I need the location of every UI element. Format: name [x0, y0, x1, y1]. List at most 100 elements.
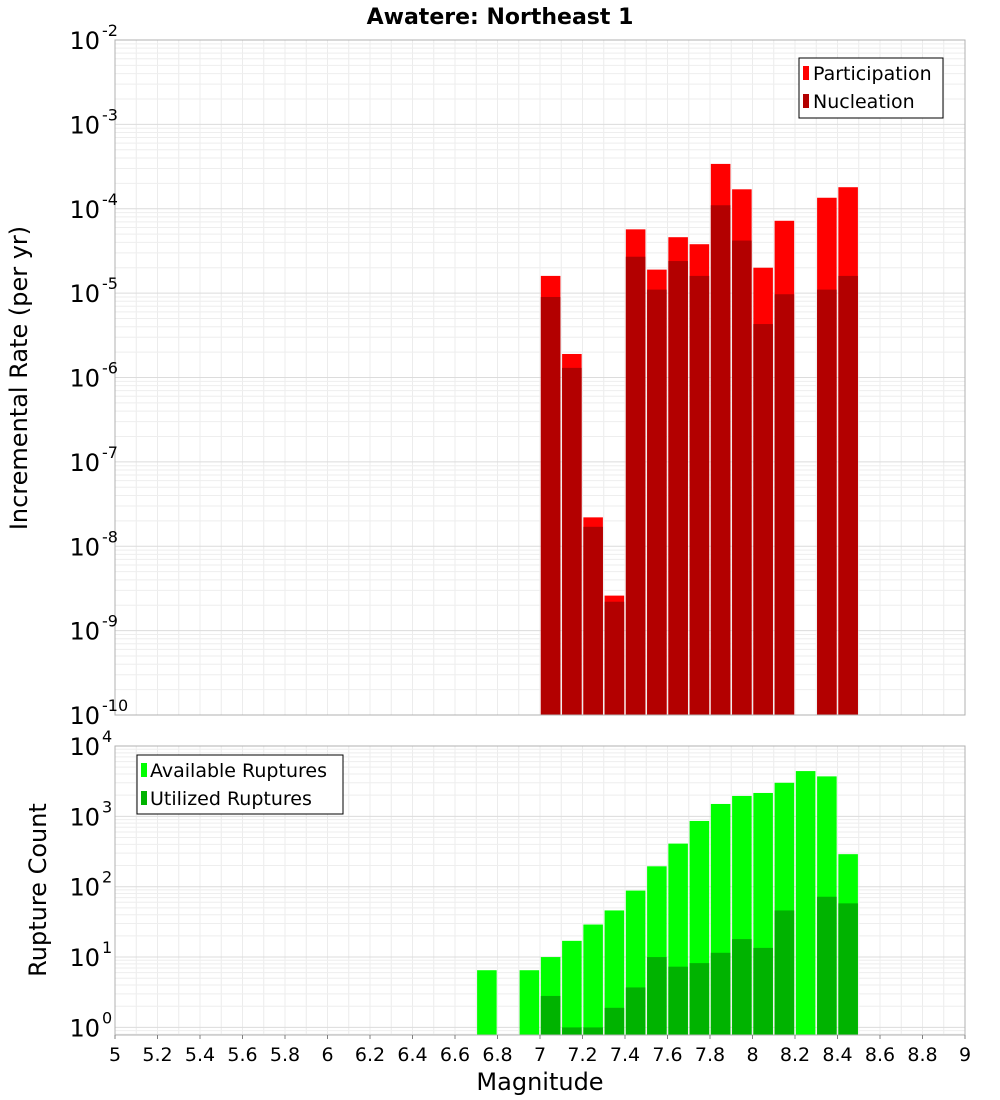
legend-swatch-utilized [141, 791, 147, 805]
y-tick-label: 10 [69, 944, 100, 972]
y-tick-label: 10 [69, 618, 100, 646]
x-tick-label: 5.6 [227, 1044, 257, 1066]
bar-nucleation [710, 205, 731, 715]
y-tick-exponent: -3 [102, 105, 118, 124]
top-grid [115, 40, 965, 715]
bar-nucleation [732, 240, 752, 716]
y-tick-exponent: 0 [102, 1008, 112, 1027]
x-tick-label: 8.6 [865, 1044, 895, 1066]
x-tick-label: 6.8 [482, 1044, 512, 1066]
x-tick-label: 8.8 [907, 1044, 937, 1066]
x-tick-label: 7 [534, 1044, 546, 1066]
x-tick-label: 5.8 [270, 1044, 300, 1066]
y-tick-exponent: -5 [102, 274, 118, 293]
bar-utilized-ruptures [647, 957, 667, 1035]
x-tick-label: 7.6 [652, 1044, 682, 1066]
x-axis-label: Magnitude [476, 1068, 603, 1096]
x-tick-label: 5 [109, 1044, 121, 1066]
bar-nucleation [583, 526, 603, 715]
bar-nucleation [838, 275, 858, 715]
bar-utilized-ruptures [668, 966, 688, 1035]
y-tick-label: 10 [69, 196, 100, 224]
top-legend: Participation Nucleation [798, 57, 944, 119]
y-tick-exponent: 1 [102, 938, 112, 957]
x-ticks: 5 5.2 5.4 5.6 5.8 6 6.2 6.4 6.6 6.8 7 7.2 7.4 7.6 7.8 8… [109, 1035, 971, 1066]
bar-utilized-ruptures [625, 987, 646, 1035]
y-tick-label: 10 [69, 733, 100, 761]
bottom-y-axis-label: Rupture Count [24, 803, 52, 977]
x-tick-label: 7.8 [695, 1044, 725, 1066]
x-tick-label: 5.4 [185, 1044, 215, 1066]
bar-nucleation [774, 294, 795, 715]
legend-swatch-participation [803, 66, 809, 80]
bar-utilized-ruptures [817, 896, 837, 1035]
legend-label-available: Available Ruptures [150, 760, 327, 782]
bar-utilized-ruptures [689, 963, 710, 1035]
x-tick-label: 8 [746, 1044, 758, 1066]
bar-available-ruptures [477, 970, 497, 1035]
y-tick-exponent: 3 [102, 797, 112, 816]
bar-available-ruptures [604, 910, 625, 1035]
bar-nucleation [647, 289, 667, 715]
x-tick-label: 6 [321, 1044, 333, 1066]
bar-utilized-ruptures [838, 903, 858, 1035]
bottom-legend: Available Ruptures Utilized Ruptures [136, 754, 344, 815]
y-tick-exponent: -8 [102, 527, 118, 546]
bar-nucleation [540, 296, 561, 715]
y-tick-exponent: -9 [102, 612, 118, 631]
bar-utilized-ruptures [540, 995, 561, 1035]
legend-label-nucleation: Nucleation [813, 91, 915, 113]
bar-utilized-ruptures [732, 939, 752, 1035]
bar-available-ruptures [519, 970, 540, 1035]
y-tick-exponent: -2 [102, 21, 118, 40]
y-tick-label: 10 [69, 533, 100, 561]
bar-utilized-ruptures [583, 1027, 603, 1035]
bar-utilized-ruptures [562, 1027, 582, 1035]
x-tick-label: 6.6 [440, 1044, 470, 1066]
bar-nucleation [604, 601, 625, 715]
y-tick-label: 10 [69, 803, 100, 831]
top-plot-frame [114, 39, 966, 716]
y-tick-label: 10 [69, 27, 100, 55]
y-tick-exponent: 2 [102, 868, 112, 887]
y-tick-exponent: 4 [102, 727, 112, 746]
x-tick-label: 6.2 [355, 1044, 385, 1066]
y-tick-label: 10 [69, 365, 100, 393]
y-tick-label: 10 [69, 449, 100, 477]
y-tick-exponent: -7 [102, 443, 118, 462]
x-tick-label: 9 [959, 1044, 971, 1066]
legend-label-utilized: Utilized Ruptures [150, 788, 312, 810]
bottom-bars [477, 771, 858, 1035]
y-tick-label: 10 [69, 280, 100, 308]
legend-swatch-nucleation [803, 94, 809, 108]
bar-utilized-ruptures [774, 910, 795, 1035]
y-tick-exponent: -4 [102, 190, 118, 209]
bar-nucleation [625, 256, 646, 715]
top-y-axis-label: Incremental Rate (per yr) [5, 226, 33, 530]
y-tick-label: 10 [69, 1014, 100, 1042]
y-tick-exponent: -10 [102, 696, 128, 715]
bar-available-ruptures [562, 940, 582, 1035]
bar-nucleation [668, 261, 688, 715]
bar-nucleation [753, 324, 773, 715]
x-tick-label: 8.2 [780, 1044, 810, 1066]
x-tick-label: 5.2 [142, 1044, 172, 1066]
top-bars [540, 163, 858, 716]
bar-available-ruptures [583, 924, 603, 1035]
bar-nucleation [817, 289, 837, 715]
y-tick-label: 10 [69, 111, 100, 139]
bar-nucleation [689, 275, 710, 715]
chart-title: Awatere: Northeast 1 [367, 5, 634, 30]
y-tick-label: 10 [69, 702, 100, 730]
legend-label-participation: Participation [813, 63, 932, 85]
legend-swatch-available [141, 763, 147, 777]
bar-nucleation [562, 367, 582, 715]
x-tick-label: 7.4 [610, 1044, 640, 1066]
bar-utilized-ruptures [753, 947, 773, 1035]
y-tick-label: 10 [69, 874, 100, 902]
bar-available-ruptures [795, 771, 816, 1035]
